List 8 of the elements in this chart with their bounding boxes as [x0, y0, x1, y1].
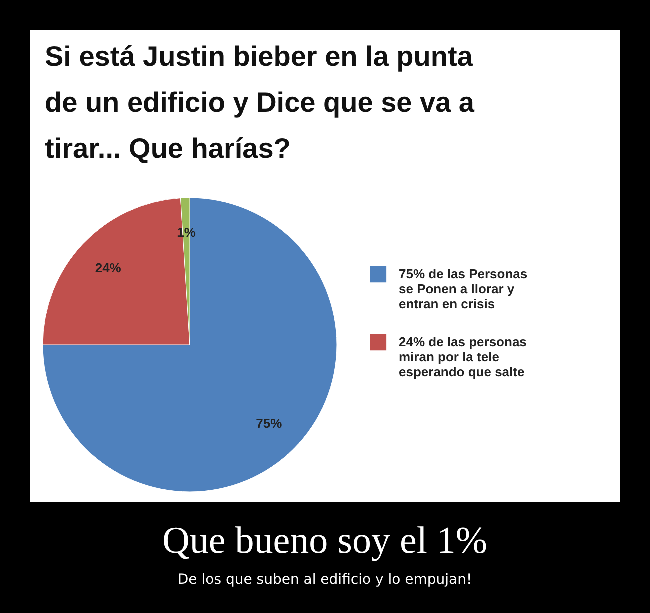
text: De los que suben al edificio y lo empujan!: [178, 572, 472, 588]
data-label: 75%: [256, 416, 283, 432]
legend-label: 75% de las Personas se Ponen a llorar y entran en crisis: [399, 266, 528, 312]
chart-title: Si está Justin bieber en la punta de un edificio y Dice que se va a tirar... Que harías?: [45, 41, 475, 164]
legend-label: 24% de las personas miran por la tele esperando que salte: [399, 334, 527, 380]
data-label: 24%: [95, 260, 122, 276]
text: Que bueno soy el 1%: [162, 520, 488, 562]
pie-slice: [42, 198, 338, 492]
